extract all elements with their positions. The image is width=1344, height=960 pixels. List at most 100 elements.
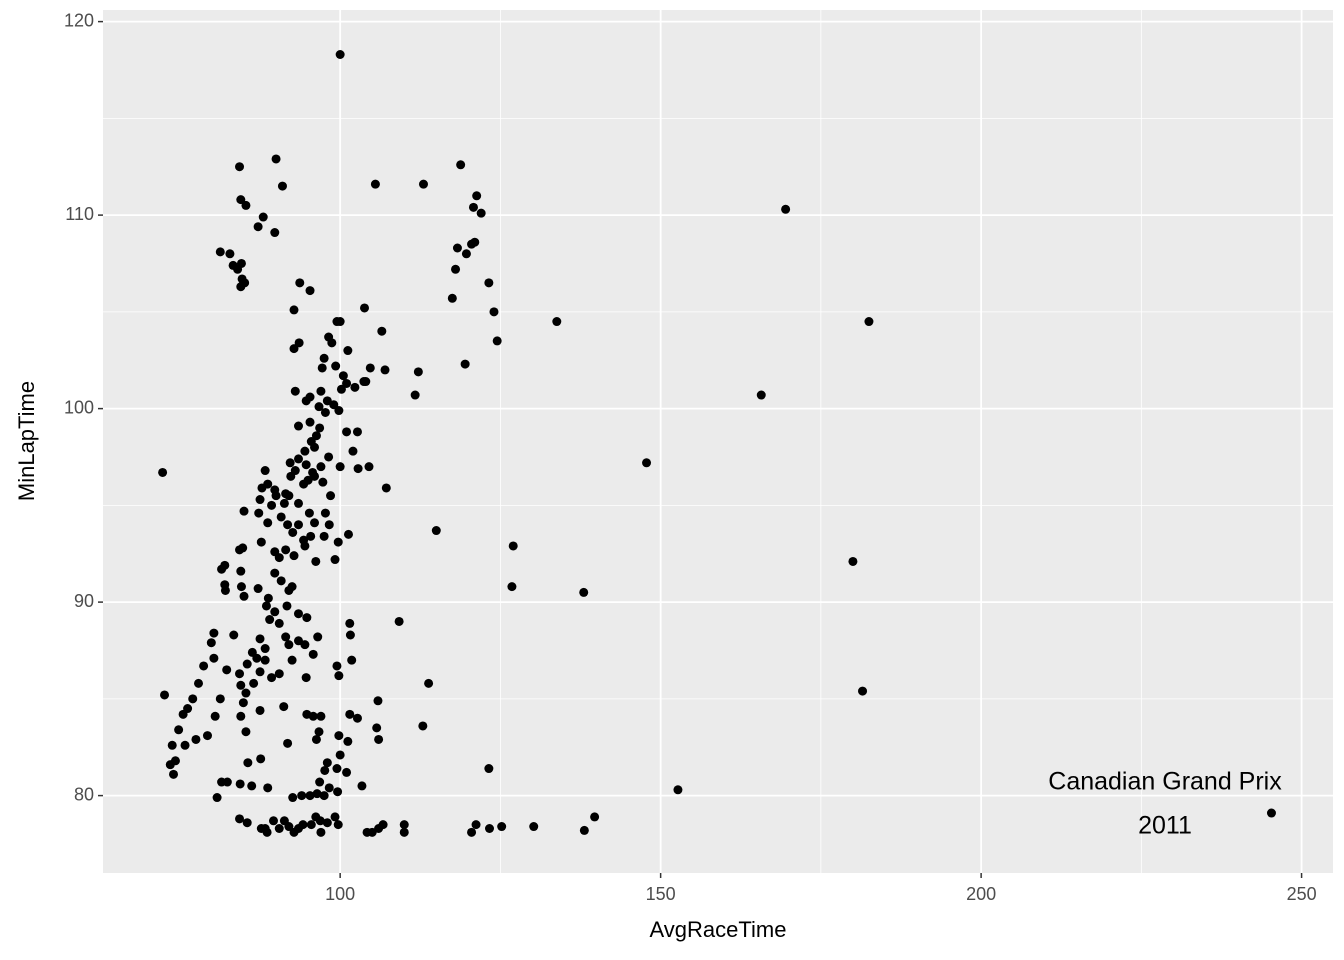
point (315, 777, 325, 787)
point (333, 537, 343, 547)
x-tick-label: 250 (1287, 884, 1317, 904)
point (476, 208, 486, 218)
point (284, 822, 294, 832)
point (236, 566, 246, 576)
point (174, 725, 184, 735)
point (298, 820, 308, 830)
point (472, 191, 482, 201)
point (261, 601, 271, 611)
point (301, 460, 311, 470)
point (270, 607, 280, 617)
point (255, 634, 265, 644)
point (235, 162, 245, 172)
point (377, 326, 387, 336)
point (360, 303, 370, 313)
point (253, 584, 263, 594)
point (470, 237, 480, 247)
point (274, 618, 284, 628)
point (326, 491, 336, 501)
point (300, 640, 310, 650)
point (262, 827, 272, 837)
point (642, 458, 652, 468)
point (191, 734, 201, 744)
point (305, 392, 315, 402)
x-tick-label: 200 (966, 884, 996, 904)
point (314, 727, 324, 737)
point (215, 694, 225, 704)
point (324, 452, 334, 462)
point (342, 378, 352, 388)
point (864, 317, 874, 327)
point (202, 731, 212, 741)
point (288, 527, 298, 537)
point (276, 576, 286, 586)
point (267, 500, 277, 510)
point (206, 638, 216, 648)
point (338, 371, 348, 381)
point (236, 282, 246, 292)
point (334, 671, 344, 681)
point (590, 812, 600, 822)
point (210, 711, 220, 721)
point (194, 678, 204, 688)
point (313, 632, 323, 642)
point (239, 591, 249, 601)
point (220, 585, 230, 595)
point (552, 317, 562, 327)
point (316, 711, 326, 721)
point (209, 628, 219, 638)
point (380, 365, 390, 375)
point (279, 702, 289, 712)
point (858, 686, 868, 696)
point (413, 367, 423, 377)
point (308, 711, 318, 721)
point (270, 568, 280, 578)
point (242, 659, 252, 669)
point (281, 632, 291, 642)
point (324, 520, 334, 530)
point (374, 734, 384, 744)
point (399, 827, 409, 837)
point (241, 727, 251, 737)
point (311, 556, 321, 566)
point (222, 777, 232, 787)
point (287, 582, 297, 592)
point (304, 508, 314, 518)
annotation: 2011 (1138, 812, 1192, 840)
point (271, 491, 281, 501)
point (333, 787, 343, 797)
point (315, 816, 325, 826)
point (243, 758, 253, 768)
point (220, 560, 230, 570)
point (242, 818, 252, 828)
point (258, 212, 268, 222)
point (317, 363, 327, 373)
point (342, 427, 352, 437)
point (492, 336, 502, 346)
point (284, 491, 294, 501)
point (222, 665, 232, 675)
point (362, 827, 372, 837)
point (350, 382, 360, 392)
point (484, 278, 494, 288)
point (274, 823, 284, 833)
point (373, 696, 383, 706)
point (209, 653, 219, 663)
point (289, 305, 299, 315)
point (263, 518, 273, 528)
point (305, 417, 315, 427)
point (329, 400, 339, 410)
point (447, 293, 457, 303)
point (311, 431, 321, 441)
point (302, 613, 312, 623)
point (257, 483, 267, 493)
point (579, 825, 589, 835)
point (322, 818, 332, 828)
point (235, 669, 245, 679)
point (319, 353, 329, 363)
point (178, 709, 188, 719)
point (336, 384, 346, 394)
point (274, 669, 284, 679)
point (274, 553, 284, 563)
